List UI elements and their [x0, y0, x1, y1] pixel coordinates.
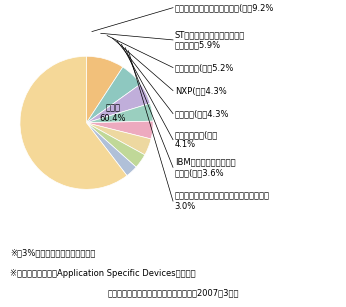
Wedge shape	[86, 123, 136, 176]
Text: フリースケール・セミコンダクター（米）
3.0%: フリースケール・セミコンダクター（米） 3.0%	[175, 191, 270, 211]
Text: インテル(米）4.3%: インテル(米）4.3%	[175, 109, 229, 118]
Text: NXP(蘭）4.3%: NXP(蘭）4.3%	[175, 86, 227, 95]
Wedge shape	[86, 84, 150, 123]
Text: その他
60.4%: その他 60.4%	[100, 103, 126, 123]
Wedge shape	[86, 123, 145, 167]
Text: IBMマイクロエレクトロ
ニクス(米）3.6%: IBMマイクロエレクトロ ニクス(米）3.6%	[175, 157, 235, 177]
Text: ※　出典資料では「Application Specific Devices」に該当: ※ 出典資料では「Application Specific Devices」に該…	[10, 269, 196, 278]
Text: ※　3%以上のシェアを有する企業: ※ 3%以上のシェアを有する企業	[10, 249, 96, 258]
Text: テキサス・インスツルメンツ(米）9.2%: テキサス・インスツルメンツ(米）9.2%	[175, 3, 274, 12]
Text: クアルコム(米）5.2%: クアルコム(米）5.2%	[175, 63, 234, 72]
Wedge shape	[86, 121, 153, 139]
Wedge shape	[86, 67, 140, 123]
Wedge shape	[20, 56, 127, 189]
Text: ブロードコム(米）
4.1%: ブロードコム(米） 4.1%	[175, 130, 218, 150]
Wedge shape	[86, 103, 153, 123]
Text: STマイクロエレクトロニクス
（伊／仏）5.9%: STマイクロエレクトロニクス （伊／仏）5.9%	[175, 30, 245, 50]
Wedge shape	[86, 123, 151, 155]
Wedge shape	[86, 56, 123, 123]
Text: （出典）ガートナー　データクエスト（2007年3月）: （出典）ガートナー データクエスト（2007年3月）	[107, 289, 239, 298]
